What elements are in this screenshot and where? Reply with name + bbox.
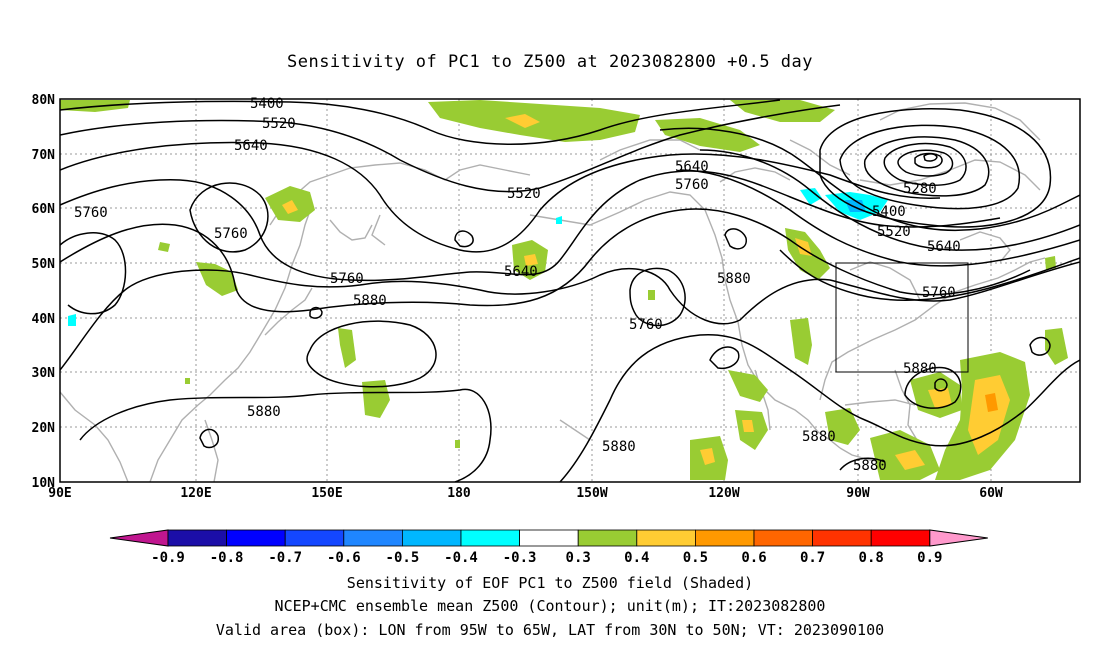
colorbar-right-arrow <box>929 529 988 547</box>
colorbar-label: -0.3 <box>503 550 537 566</box>
contour-label: 5880 <box>853 458 887 474</box>
contour-label: 5640 <box>927 239 961 255</box>
contour-label: 5520 <box>507 186 541 202</box>
colorbar-label: -0.6 <box>327 550 361 566</box>
longitude-labels: 90E 120E 150E 180 150W 120W 90W 60W <box>48 486 1003 501</box>
lat-label: 80N <box>32 93 56 108</box>
colorbar-left-arrow <box>109 529 169 547</box>
colorbar-label: -0.4 <box>444 550 478 566</box>
lon-label: 180 <box>447 486 471 501</box>
contour-label-group: 5400 5520 5640 5760 5760 5520 5640 5640 … <box>74 96 961 474</box>
colorbar-swatch <box>753 529 813 547</box>
colorbar-label: -0.7 <box>268 550 302 566</box>
colorbar-swatch <box>577 529 638 547</box>
valid-area-box <box>835 262 969 373</box>
contour-label: 5880 <box>717 271 751 287</box>
lon-label: 150W <box>576 486 607 501</box>
colorbar-swatch <box>460 529 520 547</box>
colorbar-label: 0.9 <box>917 550 942 566</box>
contour-label: 5640 <box>504 264 538 280</box>
z500-contours <box>60 99 1080 482</box>
contour-label: 5400 <box>250 96 284 112</box>
footer-line-1: Sensitivity of EOF PC1 to Z500 field (Sh… <box>347 574 753 592</box>
colorbar-swatch <box>812 529 872 547</box>
lon-label: 90W <box>846 486 870 501</box>
lon-label: 60W <box>979 486 1003 501</box>
contour-label: 5880 <box>353 293 387 309</box>
lat-label: 50N <box>32 257 56 272</box>
figure-title: Sensitivity of PC1 to Z500 at 2023082800… <box>287 52 813 72</box>
colorbar-swatch <box>636 529 696 547</box>
footer-line-2: NCEP+CMC ensemble mean Z500 (Contour); u… <box>275 597 826 615</box>
colorbar-label: 0.3 <box>566 550 591 566</box>
colorbar-label: 0.4 <box>624 550 649 566</box>
lon-label: 150E <box>311 486 342 501</box>
contour-label: 5760 <box>330 271 364 287</box>
colorbar-swatch <box>284 529 345 547</box>
colorbar-label: 0.6 <box>741 550 766 566</box>
colorbar-swatch <box>343 529 403 547</box>
contour-label: 5400 <box>872 204 906 220</box>
colorbar-label: 0.7 <box>800 550 825 566</box>
positive-sensitivity-shading <box>60 100 1068 480</box>
contour-label: 5880 <box>903 361 937 377</box>
contour-label: 5520 <box>262 116 296 132</box>
lat-label: 30N <box>32 366 56 381</box>
lat-label: 10N <box>32 476 56 491</box>
lat-label: 70N <box>32 148 56 163</box>
contour-label: 5640 <box>234 138 268 154</box>
lon-label: 90E <box>48 486 71 501</box>
colorbar-swatch <box>167 529 227 547</box>
colorbar: -0.9 -0.8 -0.7 -0.6 -0.5 -0.4 -0.3 0.3 0.4 0.5 0.6… <box>109 529 988 566</box>
colorbar-swatch <box>695 529 755 547</box>
lon-label: 120W <box>708 486 739 501</box>
lat-label: 20N <box>32 421 56 436</box>
map-border <box>59 98 1081 483</box>
colorbar-swatch <box>870 529 931 547</box>
contour-label: 5760 <box>922 285 956 301</box>
footer-line-3: Valid area (box): LON from 95W to 65W, L… <box>216 621 884 639</box>
colorbar-swatch <box>226 529 286 547</box>
colorbar-label: -0.9 <box>151 550 185 566</box>
contour-label: 5520 <box>877 224 911 240</box>
lat-label: 60N <box>32 202 56 217</box>
contour-label: 5760 <box>629 317 663 333</box>
colorbar-swatch <box>519 529 579 547</box>
contour-label: 5880 <box>802 429 836 445</box>
latitude-labels: 10N 20N 30N 40N 50N 60N 70N 80N <box>32 93 56 491</box>
colorbar-label: -0.8 <box>210 550 244 566</box>
contour-label: 5760 <box>74 205 108 221</box>
colorbar-label: 0.8 <box>859 550 884 566</box>
contour-label: 5880 <box>247 404 281 420</box>
colorbar-swatch <box>401 529 462 547</box>
contour-label: 5760 <box>675 177 709 193</box>
contour-label: 5640 <box>675 159 709 175</box>
colorbar-label: -0.5 <box>386 550 420 566</box>
lat-label: 40N <box>32 312 56 327</box>
contour-label: 5760 <box>214 226 248 242</box>
colorbar-label: 0.5 <box>683 550 708 566</box>
contour-label: 5280 <box>903 181 937 197</box>
lon-label: 120E <box>180 486 211 501</box>
contour-label: 5880 <box>602 439 636 455</box>
